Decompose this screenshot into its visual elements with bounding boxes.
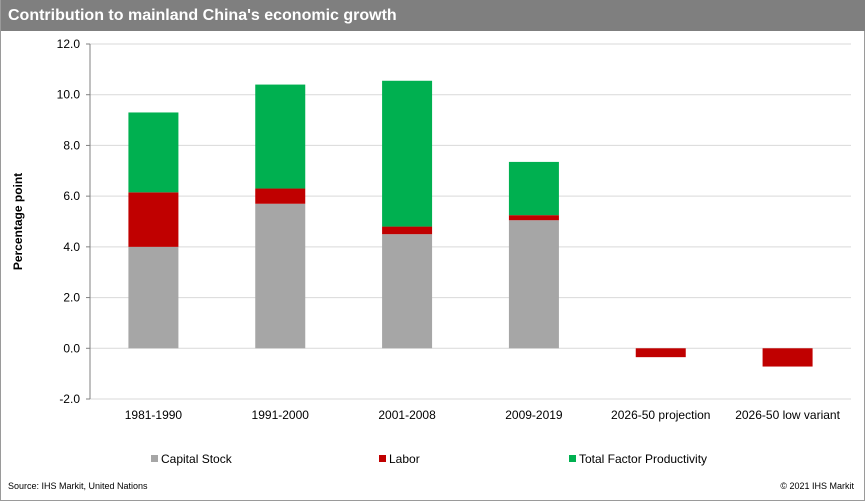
y-axis-label: Percentage point — [11, 173, 25, 270]
x-tick-label: 2001-2008 — [378, 408, 436, 422]
bar-capital-stock — [382, 234, 433, 349]
bar-total-factor-productivity — [382, 80, 433, 227]
bar-labor — [635, 348, 686, 358]
bar-labor — [508, 215, 559, 221]
bar-labor — [382, 226, 433, 235]
legend-label: Total Factor Productivity — [579, 452, 707, 466]
x-tick-label: 1981-1990 — [125, 408, 183, 422]
legend-label: Capital Stock — [161, 452, 233, 466]
bar-labor — [255, 188, 306, 204]
y-tick-label: 12.0 — [57, 37, 81, 51]
bar-total-factor-productivity — [128, 112, 179, 193]
y-tick-label: 0.0 — [63, 341, 80, 355]
y-tick-label: 6.0 — [63, 189, 80, 203]
x-tick-label: 2026-50 projection — [611, 408, 710, 422]
legend-swatch — [569, 455, 576, 462]
copyright-note: © 2021 IHS Markit — [780, 481, 854, 491]
legend-swatch — [379, 455, 386, 462]
bar-labor — [128, 192, 179, 247]
bar-labor — [762, 348, 813, 367]
y-tick-label: 4.0 — [63, 240, 80, 254]
x-tick-label: 2009-2019 — [505, 408, 563, 422]
source-note: Source: IHS Markit, United Nations — [8, 481, 148, 491]
legend-label: Labor — [389, 452, 420, 466]
chart-title: Contribution to mainland China's economi… — [1, 0, 865, 31]
bar-total-factor-productivity — [255, 84, 306, 189]
y-tick-label: 8.0 — [63, 138, 80, 152]
bar-capital-stock — [128, 246, 179, 349]
y-tick-label: 10.0 — [57, 88, 81, 102]
bar-total-factor-productivity — [508, 161, 559, 216]
y-tick-label: -2.0 — [59, 392, 80, 406]
bar-capital-stock — [508, 220, 559, 349]
legend-swatch — [151, 455, 158, 462]
x-tick-label: 2026-50 low variant — [735, 408, 840, 422]
x-tick-label: 1991-2000 — [252, 408, 310, 422]
y-tick-label: 2.0 — [63, 291, 80, 305]
bar-capital-stock — [255, 203, 306, 349]
